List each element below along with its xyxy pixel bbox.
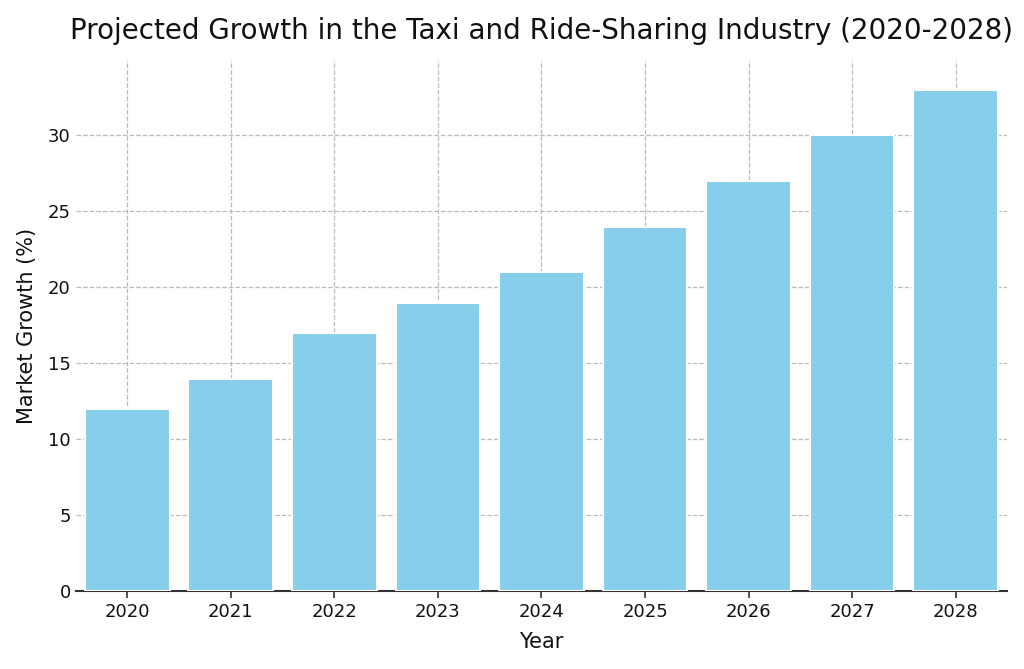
Bar (810, 136, 895, 591)
Bar (499, 272, 584, 591)
X-axis label: Year: Year (519, 632, 563, 652)
Bar (85, 409, 170, 591)
Bar (395, 302, 480, 591)
Bar (913, 90, 998, 591)
Bar (707, 181, 791, 591)
Bar (188, 379, 273, 591)
Y-axis label: Market Growth (%): Market Growth (%) (16, 227, 37, 423)
Title: Projected Growth in the Taxi and Ride-Sharing Industry (2020-2028): Projected Growth in the Taxi and Ride-Sh… (70, 17, 1013, 45)
Bar (292, 333, 377, 591)
Bar (602, 227, 687, 591)
